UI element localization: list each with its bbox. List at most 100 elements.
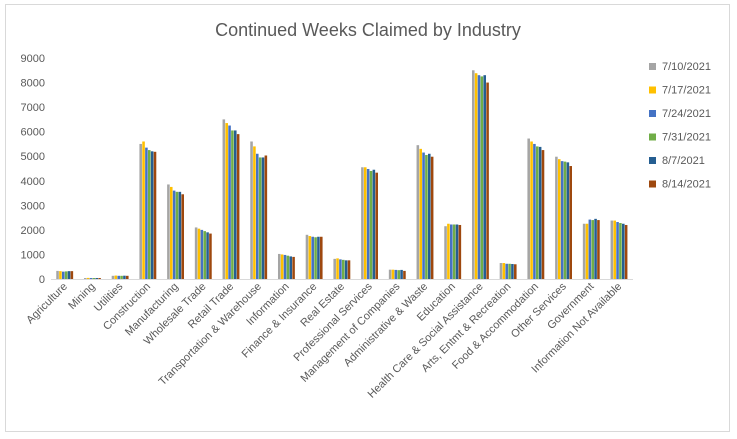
- bar: [120, 275, 123, 279]
- y-tick-label: 6000: [21, 127, 45, 139]
- bar: [622, 223, 625, 279]
- bar: [388, 269, 392, 279]
- bar: [514, 264, 517, 279]
- bar: [305, 234, 309, 279]
- bar: [142, 141, 145, 279]
- bar: [347, 260, 351, 279]
- bar: [541, 150, 545, 279]
- bar: [250, 141, 253, 279]
- bar: [175, 191, 179, 279]
- bar: [339, 259, 342, 279]
- bar: [181, 194, 184, 279]
- bar: [403, 270, 406, 279]
- bar: [289, 256, 292, 279]
- bar: [585, 223, 589, 279]
- legend-label: 7/24/2021: [662, 108, 711, 120]
- legend-swatch: [649, 110, 656, 117]
- bar: [200, 229, 204, 279]
- bar: [203, 231, 206, 279]
- bar: [610, 220, 614, 279]
- bar: [333, 258, 336, 279]
- bar: [566, 162, 570, 279]
- bar: [150, 151, 154, 279]
- bar: [308, 236, 312, 279]
- legend-label: 7/10/2021: [662, 61, 711, 73]
- bar: [449, 224, 453, 279]
- bar: [624, 224, 628, 279]
- bar: [422, 152, 425, 279]
- bar: [591, 220, 594, 279]
- bar: [126, 275, 129, 279]
- y-axis: 0 1000 2000 3000 4000 5000 6000 7000 8000 9000: [21, 53, 633, 286]
- bar: [344, 260, 348, 279]
- bar: [416, 145, 420, 279]
- bar: [342, 259, 345, 279]
- bar: [366, 168, 370, 279]
- bar: [502, 263, 506, 279]
- legend-label: 7/31/2021: [662, 132, 711, 144]
- bar: [89, 278, 93, 279]
- y-tick-label: 5000: [21, 151, 45, 163]
- bar: [428, 153, 431, 279]
- bar: [361, 167, 364, 279]
- bar: [236, 134, 240, 279]
- bar: [560, 161, 564, 279]
- bar: [67, 271, 71, 279]
- y-tick-label: 4000: [21, 176, 45, 188]
- y-tick-label: 2000: [21, 225, 45, 237]
- bar: [253, 146, 256, 279]
- y-tick-label: 7000: [21, 102, 45, 114]
- bar: [70, 271, 74, 279]
- legend-swatch: [649, 63, 656, 70]
- bar: [430, 156, 434, 279]
- bar: [258, 157, 262, 279]
- bar: [206, 232, 209, 279]
- bar: [455, 224, 459, 279]
- y-tick-label: 1000: [21, 249, 45, 261]
- bar: [613, 220, 616, 279]
- y-tick-label: 8000: [21, 78, 45, 90]
- bar: [95, 278, 98, 279]
- bar: [474, 73, 478, 279]
- bar: [139, 143, 142, 279]
- bar: [261, 157, 265, 279]
- bar: [447, 223, 450, 279]
- bar: [64, 271, 68, 279]
- bar: [231, 130, 234, 279]
- bar: [61, 271, 65, 279]
- y-tick-label: 0: [39, 274, 45, 286]
- bar: [569, 166, 572, 279]
- legend-label: 8/7/2021: [662, 155, 705, 167]
- bar: [153, 151, 157, 279]
- bar: [471, 70, 475, 279]
- bar: [277, 253, 281, 279]
- bar: [83, 278, 87, 279]
- bar: [375, 172, 378, 279]
- bar: [311, 236, 314, 279]
- bar: [458, 224, 462, 279]
- bar: [114, 275, 118, 279]
- bar: [369, 170, 373, 279]
- bar: [194, 227, 198, 279]
- bar: [425, 154, 428, 279]
- bar: [527, 138, 530, 279]
- bar: [538, 146, 542, 279]
- bar: [400, 269, 403, 279]
- bar: [317, 236, 320, 279]
- bar: [197, 228, 201, 279]
- bar: [563, 161, 567, 279]
- chart-frame: Continued Weeks Claimed by Industry 0 100…: [5, 4, 730, 432]
- legend-label: 8/14/2021: [662, 179, 711, 191]
- legend: 7/10/2021 7/17/2021 7/24/2021 7/31/2021 8/7/…: [649, 61, 711, 191]
- bar-chart: Continued Weeks Claimed by Industry 0 100…: [21, 20, 711, 401]
- bar: [444, 226, 447, 279]
- bar: [314, 237, 317, 279]
- bar: [372, 169, 376, 279]
- x-tick-label: Agriculture: [24, 281, 70, 327]
- bar: [452, 224, 456, 279]
- y-tick-label: 3000: [21, 200, 45, 212]
- bar: [225, 123, 228, 279]
- bar: [508, 263, 511, 279]
- bar: [588, 219, 592, 279]
- bar: [145, 147, 148, 279]
